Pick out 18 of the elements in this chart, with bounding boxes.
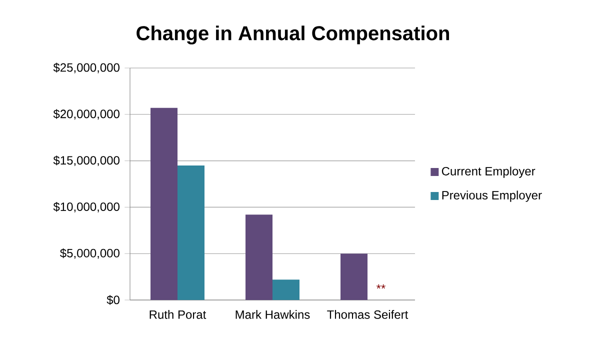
annotation: ** xyxy=(376,284,386,289)
y-tick-label: $25,000,000 xyxy=(53,62,120,74)
y-tick-label: $15,000,000 xyxy=(53,156,120,166)
legend-label: Current Employer xyxy=(442,166,536,178)
x-tick-label: Thomas Seifert xyxy=(327,310,408,319)
bar xyxy=(150,108,178,300)
x-tick-label: Ruth Porat xyxy=(150,310,206,319)
bar xyxy=(340,254,368,300)
legend-label: Previous Employer xyxy=(442,190,542,202)
x-tick-label: Mark Hawkins xyxy=(236,310,310,319)
bar xyxy=(272,280,300,300)
y-tick-label: $0 xyxy=(106,295,120,305)
y-tick-label: $20,000,000 xyxy=(53,109,120,120)
y-tick-label: $5,000,000 xyxy=(60,248,120,259)
chart-title: Change in Annual Compensation xyxy=(136,26,449,44)
y-tick-label: $10,000,000 xyxy=(53,202,120,212)
bar xyxy=(246,214,273,300)
bar xyxy=(177,165,204,300)
